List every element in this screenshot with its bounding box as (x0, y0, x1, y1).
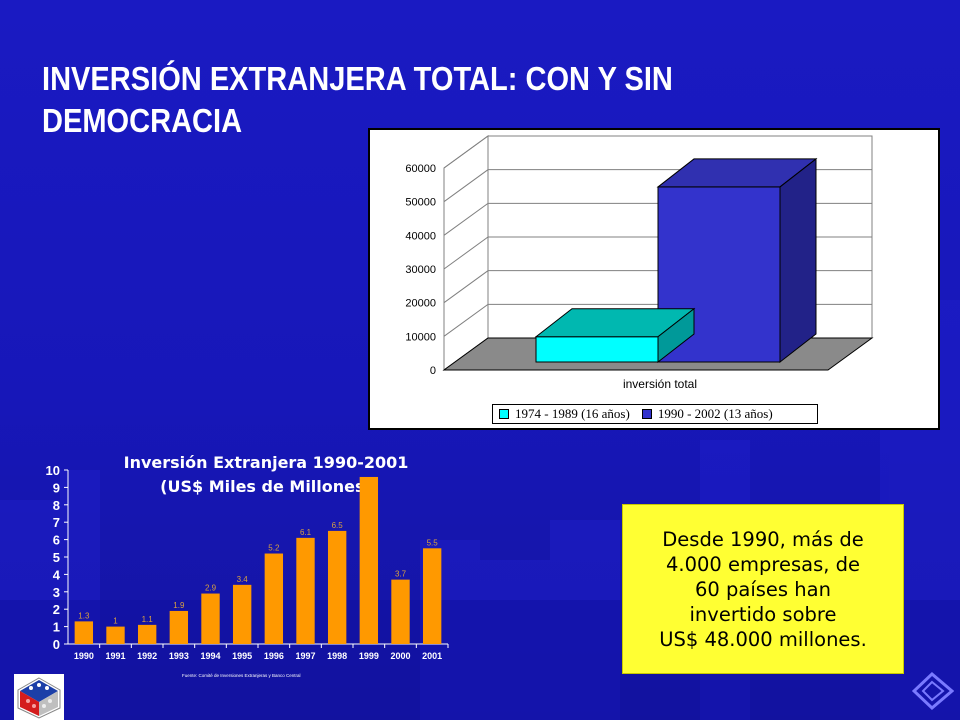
value-label-1997: 6.1 (300, 528, 312, 537)
y-tick-label: 60000 (405, 163, 436, 175)
y-tick-label: 0 (430, 365, 436, 377)
y-tick-label: 0 (53, 637, 60, 652)
bar-1974-1989-side (657, 307, 695, 364)
y-tick-label: 7 (53, 515, 60, 530)
y-tick-label: 10000 (405, 331, 436, 343)
bar-1990-2002 (656, 157, 818, 364)
y-tick-label: 20000 (405, 298, 436, 310)
y-tick-label: 9 (53, 480, 60, 495)
x-axis-category-label: inversión total (623, 377, 697, 391)
bar-1990 (74, 621, 94, 644)
source-note: Fuente: Comité de Inversiones Extranjera… (182, 673, 301, 678)
info-box: Desde 1990, más de 4.000 empresas, de 60… (622, 504, 904, 674)
x-tick-label-1992: 1992 (137, 651, 157, 661)
bar-1991 (106, 626, 125, 644)
value-label-1996: 5.2 (268, 544, 280, 553)
x-tick-label-1994: 1994 (200, 651, 220, 661)
info-line-4: invertido sobre (689, 602, 837, 626)
info-line-5: US$ 48.000 millones. (659, 627, 867, 651)
comparison-chart-svg: 0 10000 20000 30000 40000 50000 60000 inversión… (405, 135, 874, 391)
legend-label-1990: 1990 - 2002 (13 años) (657, 406, 773, 421)
x-tick-label-2000: 2000 (390, 651, 410, 661)
bar-2000 (391, 579, 410, 644)
bar-1996 (264, 553, 284, 644)
value-label-1990: 1.3 (78, 611, 90, 620)
bar-1998 (327, 530, 347, 644)
bar-1997 (296, 537, 315, 644)
bar-1992 (137, 624, 157, 644)
annual-investment-chart: Inversión Extranjera 1990-2001 (US$ Miles… (46, 453, 449, 678)
navigation-arrow-icon[interactable] (912, 672, 954, 710)
y-tick-label: 50000 (405, 197, 436, 209)
x-tick-label-1998: 1998 (327, 651, 347, 661)
value-label-1992: 1.1 (142, 615, 154, 624)
bar-1974-1989 (534, 307, 696, 364)
y-tick-label: 4 (53, 567, 61, 582)
value-label-1991: 1 (113, 617, 118, 626)
slide-title: INVERSIÓN EXTRANJERA TOTAL: CON Y SIN DE… (42, 58, 673, 142)
x-tick-label-1999: 1999 (359, 651, 379, 661)
chart-title: Inversión Extranjera 1990-2001 (124, 453, 409, 472)
chile-logo-icon (14, 674, 64, 720)
info-line-2: 4.000 empresas, de (665, 552, 861, 576)
title-line-2: DEMOCRACIA (42, 102, 243, 139)
value-label-1993: 1.9 (173, 601, 185, 610)
bar-1990-2002-side (779, 157, 817, 364)
x-tick-label-1990: 1990 (74, 651, 94, 661)
y-tick-label: 5 (53, 550, 60, 565)
x-tick-label-2001: 2001 (422, 651, 442, 661)
y-tick-label: 2 (53, 602, 60, 617)
bar-2001 (422, 548, 442, 644)
bar-1995 (232, 584, 252, 644)
chart-subtitle: (US$ Miles de Millones) (160, 477, 372, 496)
bar-1994 (201, 593, 220, 644)
y-tick-label: 1 (53, 620, 60, 635)
comparison-legend: 1974 - 1989 (16 años) 1990 - 2002 (13 añ… (492, 404, 818, 424)
comparison-chart: 0 10000 20000 30000 40000 50000 60000 inversión… (368, 128, 940, 430)
y-tick-label: 30000 (405, 264, 436, 276)
y-tick-label: 8 (53, 498, 60, 513)
legend-label-1974: 1974 - 1989 (16 años) (515, 406, 630, 421)
value-label-1995: 3.4 (237, 575, 249, 584)
x-tick-label-1997: 1997 (295, 651, 315, 661)
info-line-3: 60 países han (695, 577, 831, 601)
y-tick-label: 3 (53, 585, 60, 600)
x-tick-label-1995: 1995 (232, 651, 252, 661)
bar-1993 (169, 610, 189, 644)
gridline (443, 135, 872, 169)
value-label-2001: 5.5 (427, 538, 439, 547)
x-tick-label-1993: 1993 (169, 651, 189, 661)
y-tick-label: 10 (46, 463, 60, 478)
value-label-1998: 6.5 (332, 521, 344, 530)
x-tick-label-1996: 1996 (264, 651, 284, 661)
info-line-1: Desde 1990, más de (662, 527, 864, 551)
value-label-1994: 2.9 (205, 584, 217, 593)
bar-1974-1989-front (535, 336, 659, 363)
value-label-2000: 3.7 (395, 570, 407, 579)
y-tick-label: 6 (53, 533, 60, 548)
legend-swatch-1990 (641, 409, 652, 419)
x-tick-label-1991: 1991 (105, 651, 125, 661)
legend-swatch-1974 (499, 409, 509, 419)
title-line-1: INVERSIÓN EXTRANJERA TOTAL: CON Y SIN (42, 60, 673, 97)
y-tick-label: 40000 (405, 230, 436, 242)
bar-1999 (359, 476, 379, 644)
